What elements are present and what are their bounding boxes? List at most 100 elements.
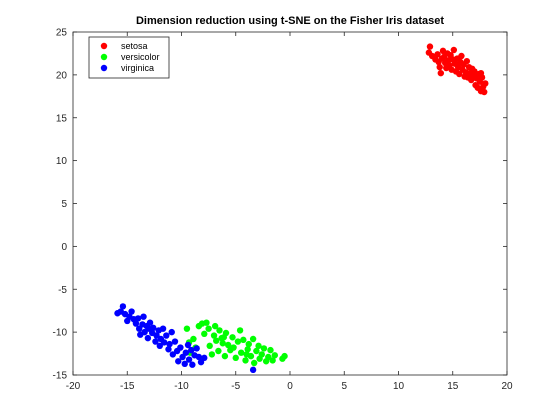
point-virginica-2: [119, 303, 127, 310]
point-versicolor-13: [211, 322, 219, 330]
point-versicolor-47: [281, 352, 288, 360]
point-virginica-35: [175, 358, 182, 365]
point-setosa-47: [481, 88, 488, 96]
point-virginica-8: [132, 320, 140, 327]
legend-marker-versicolor: [100, 53, 108, 61]
point-versicolor-21: [224, 341, 232, 349]
point-versicolor-45: [271, 352, 279, 359]
x-tick-label-8: 20: [501, 381, 513, 392]
point-versicolor-19: [221, 352, 229, 360]
point-virginica-27: [160, 339, 168, 346]
point-virginica-40: [184, 341, 192, 349]
point-versicolor-28: [237, 349, 245, 356]
point-virginica-13: [140, 313, 147, 320]
point-virginica-39: [182, 349, 190, 356]
point-virginica-18: [146, 319, 154, 326]
point-versicolor-48: [243, 351, 250, 358]
y-tick-label-4: 5: [61, 199, 67, 210]
point-virginica-33: [171, 338, 179, 345]
x-tick-label-3: -5: [231, 381, 240, 392]
point-setosa-4: [434, 51, 441, 58]
x-tick-label-5: 5: [341, 381, 347, 392]
point-versicolor-29: [240, 336, 247, 344]
point-versicolor-11: [208, 351, 216, 358]
point-versicolor-8: [203, 319, 210, 326]
y-tick-label-1: -10: [53, 328, 68, 339]
y-tick-label-0: -15: [53, 371, 68, 382]
point-virginica-6: [128, 308, 135, 315]
x-tick-label-2: -10: [174, 381, 189, 392]
x-tick-label-4: 0: [287, 381, 293, 392]
legend-label-versicolor: versicolor: [121, 52, 160, 62]
point-versicolor-39: [258, 351, 265, 358]
x-tick-label-7: 15: [447, 381, 459, 392]
point-versicolor-0: [183, 325, 191, 332]
point-setosa-48: [482, 80, 489, 87]
point-versicolor-23: [229, 334, 236, 341]
y-tick-label-2: -5: [58, 285, 67, 296]
point-virginica-16: [144, 334, 152, 342]
point-setosa-26: [458, 52, 465, 60]
legend-marker-virginica: [100, 64, 108, 72]
y-tick-label-7: 20: [56, 70, 68, 81]
point-virginica-26: [159, 325, 167, 332]
point-virginica-49: [249, 366, 257, 374]
data-points: [114, 43, 489, 374]
x-tick-label-6: 10: [393, 381, 405, 392]
legend-label-setosa: setosa: [121, 41, 148, 51]
point-virginica-24: [156, 342, 163, 350]
point-virginica-20: [150, 324, 157, 332]
point-virginica-38: [181, 360, 188, 368]
point-setosa-7: [437, 69, 445, 77]
point-versicolor-7: [201, 330, 208, 338]
point-versicolor-36: [253, 347, 260, 355]
point-versicolor-14: [213, 337, 220, 344]
point-versicolor-34: [249, 335, 257, 343]
point-versicolor-16: [216, 327, 223, 334]
legend-label-virginica: virginica: [121, 63, 154, 73]
point-virginica-45: [193, 345, 200, 352]
chart-title: Dimension reduction using t-SNE on the F…: [136, 15, 444, 27]
point-versicolor-24: [230, 344, 237, 351]
y-tick-label-6: 15: [56, 113, 68, 124]
point-versicolor-10: [206, 342, 213, 350]
point-setosa-19: [450, 46, 458, 54]
point-versicolor-27: [236, 327, 244, 334]
point-versicolor-35: [250, 359, 258, 367]
point-versicolor-18: [219, 340, 226, 347]
point-virginica-30: [166, 340, 173, 348]
point-virginica-36: [177, 344, 184, 351]
point-virginica-43: [189, 361, 196, 368]
point-virginica-41: [185, 356, 193, 363]
point-versicolor-43: [267, 346, 274, 354]
point-versicolor-49: [220, 334, 228, 341]
point-virginica-32: [169, 351, 177, 358]
point-versicolor-30: [242, 357, 249, 364]
point-virginica-22: [153, 332, 160, 339]
point-versicolor-3: [190, 335, 197, 343]
point-versicolor-40: [260, 345, 268, 352]
point-versicolor-26: [234, 338, 242, 345]
point-virginica-21: [152, 338, 159, 345]
point-virginica-9: [134, 315, 142, 322]
point-virginica-14: [141, 328, 148, 336]
point-virginica-28: [163, 332, 170, 339]
point-versicolor-15: [215, 347, 222, 355]
y-tick-label-5: 10: [56, 156, 68, 167]
point-versicolor-42: [265, 353, 272, 361]
point-setosa-6: [436, 63, 443, 71]
point-setosa-31: [463, 57, 471, 65]
x-tick-label-0: -20: [66, 381, 81, 392]
point-virginica-31: [168, 328, 175, 336]
legend-marker-setosa: [100, 42, 108, 50]
point-virginica-46: [195, 353, 203, 361]
point-setosa-49: [477, 69, 485, 77]
point-virginica-48: [201, 354, 208, 362]
point-virginica-29: [165, 346, 172, 353]
point-setosa-1: [426, 43, 434, 50]
point-versicolor-31: [244, 346, 251, 353]
